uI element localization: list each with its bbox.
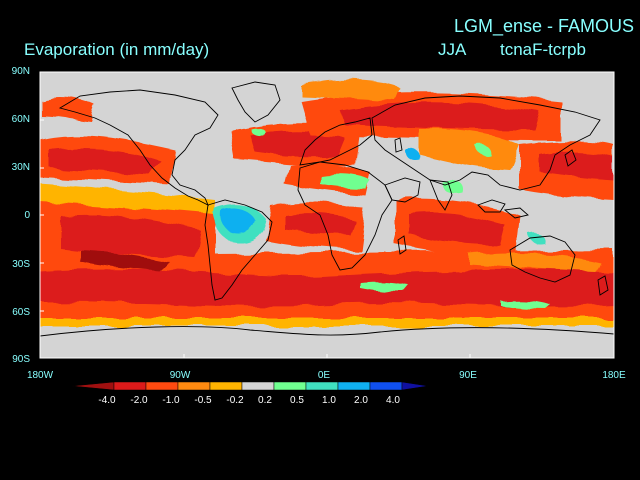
colorbar-label: -4.0 <box>98 395 116 406</box>
evaporation-field <box>40 72 614 358</box>
title-experiment-pair: LGM_ense - FAMOUS <box>454 16 635 36</box>
colorbar-swatch <box>369 381 403 391</box>
lat-label-60s: 60S <box>12 307 30 318</box>
colorbar-label: -0.2 <box>226 395 244 406</box>
lat-label-30n: 30N <box>11 162 30 173</box>
colorbar-arrow-high <box>401 381 429 391</box>
colorbar <box>71 381 429 391</box>
colorbar-swatch <box>305 381 339 391</box>
colorbar-label: 1.0 <box>322 395 336 406</box>
lon-label-0e: 0E <box>317 370 331 381</box>
colorbar-swatch <box>273 381 307 391</box>
colorbar-swatch <box>177 381 211 391</box>
lat-label-60n: 60N <box>11 114 30 125</box>
title-variable: Evaporation (in mm/day) <box>24 40 210 59</box>
colorbar-label: 0.2 <box>258 395 272 406</box>
lat-label-90s: 90S <box>12 354 30 365</box>
tick-marks <box>40 71 471 358</box>
colorbar-swatch <box>113 381 147 391</box>
title-experiment: tcnaF-tcrpb <box>500 40 586 59</box>
lon-label-180w: 180W <box>26 370 54 381</box>
lon-label-90w: 90W <box>169 370 191 381</box>
colorbar-label: 0.5 <box>290 395 304 406</box>
lon-label-90e: 90E <box>459 370 477 381</box>
colorbar-label: -0.5 <box>194 395 212 406</box>
colorbar-swatch <box>145 381 179 391</box>
colorbar-swatch <box>337 381 371 391</box>
lat-label-30s: 30S <box>12 259 30 270</box>
lat-label-90n: 90N <box>11 66 30 77</box>
colorbar-label: 4.0 <box>386 395 400 406</box>
lat-label-eq: 0 <box>24 210 30 221</box>
colorbar-label: -1.0 <box>162 395 180 406</box>
lon-label-180e: 180E <box>602 370 626 381</box>
colorbar-label: -2.0 <box>130 395 148 406</box>
colorbar-swatch <box>209 381 243 391</box>
colorbar-label: 2.0 <box>354 395 368 406</box>
colorbar-arrow-low <box>71 381 115 391</box>
title-season: JJA <box>438 40 467 59</box>
colorbar-swatch <box>241 381 275 391</box>
coastlines <box>40 81 614 337</box>
